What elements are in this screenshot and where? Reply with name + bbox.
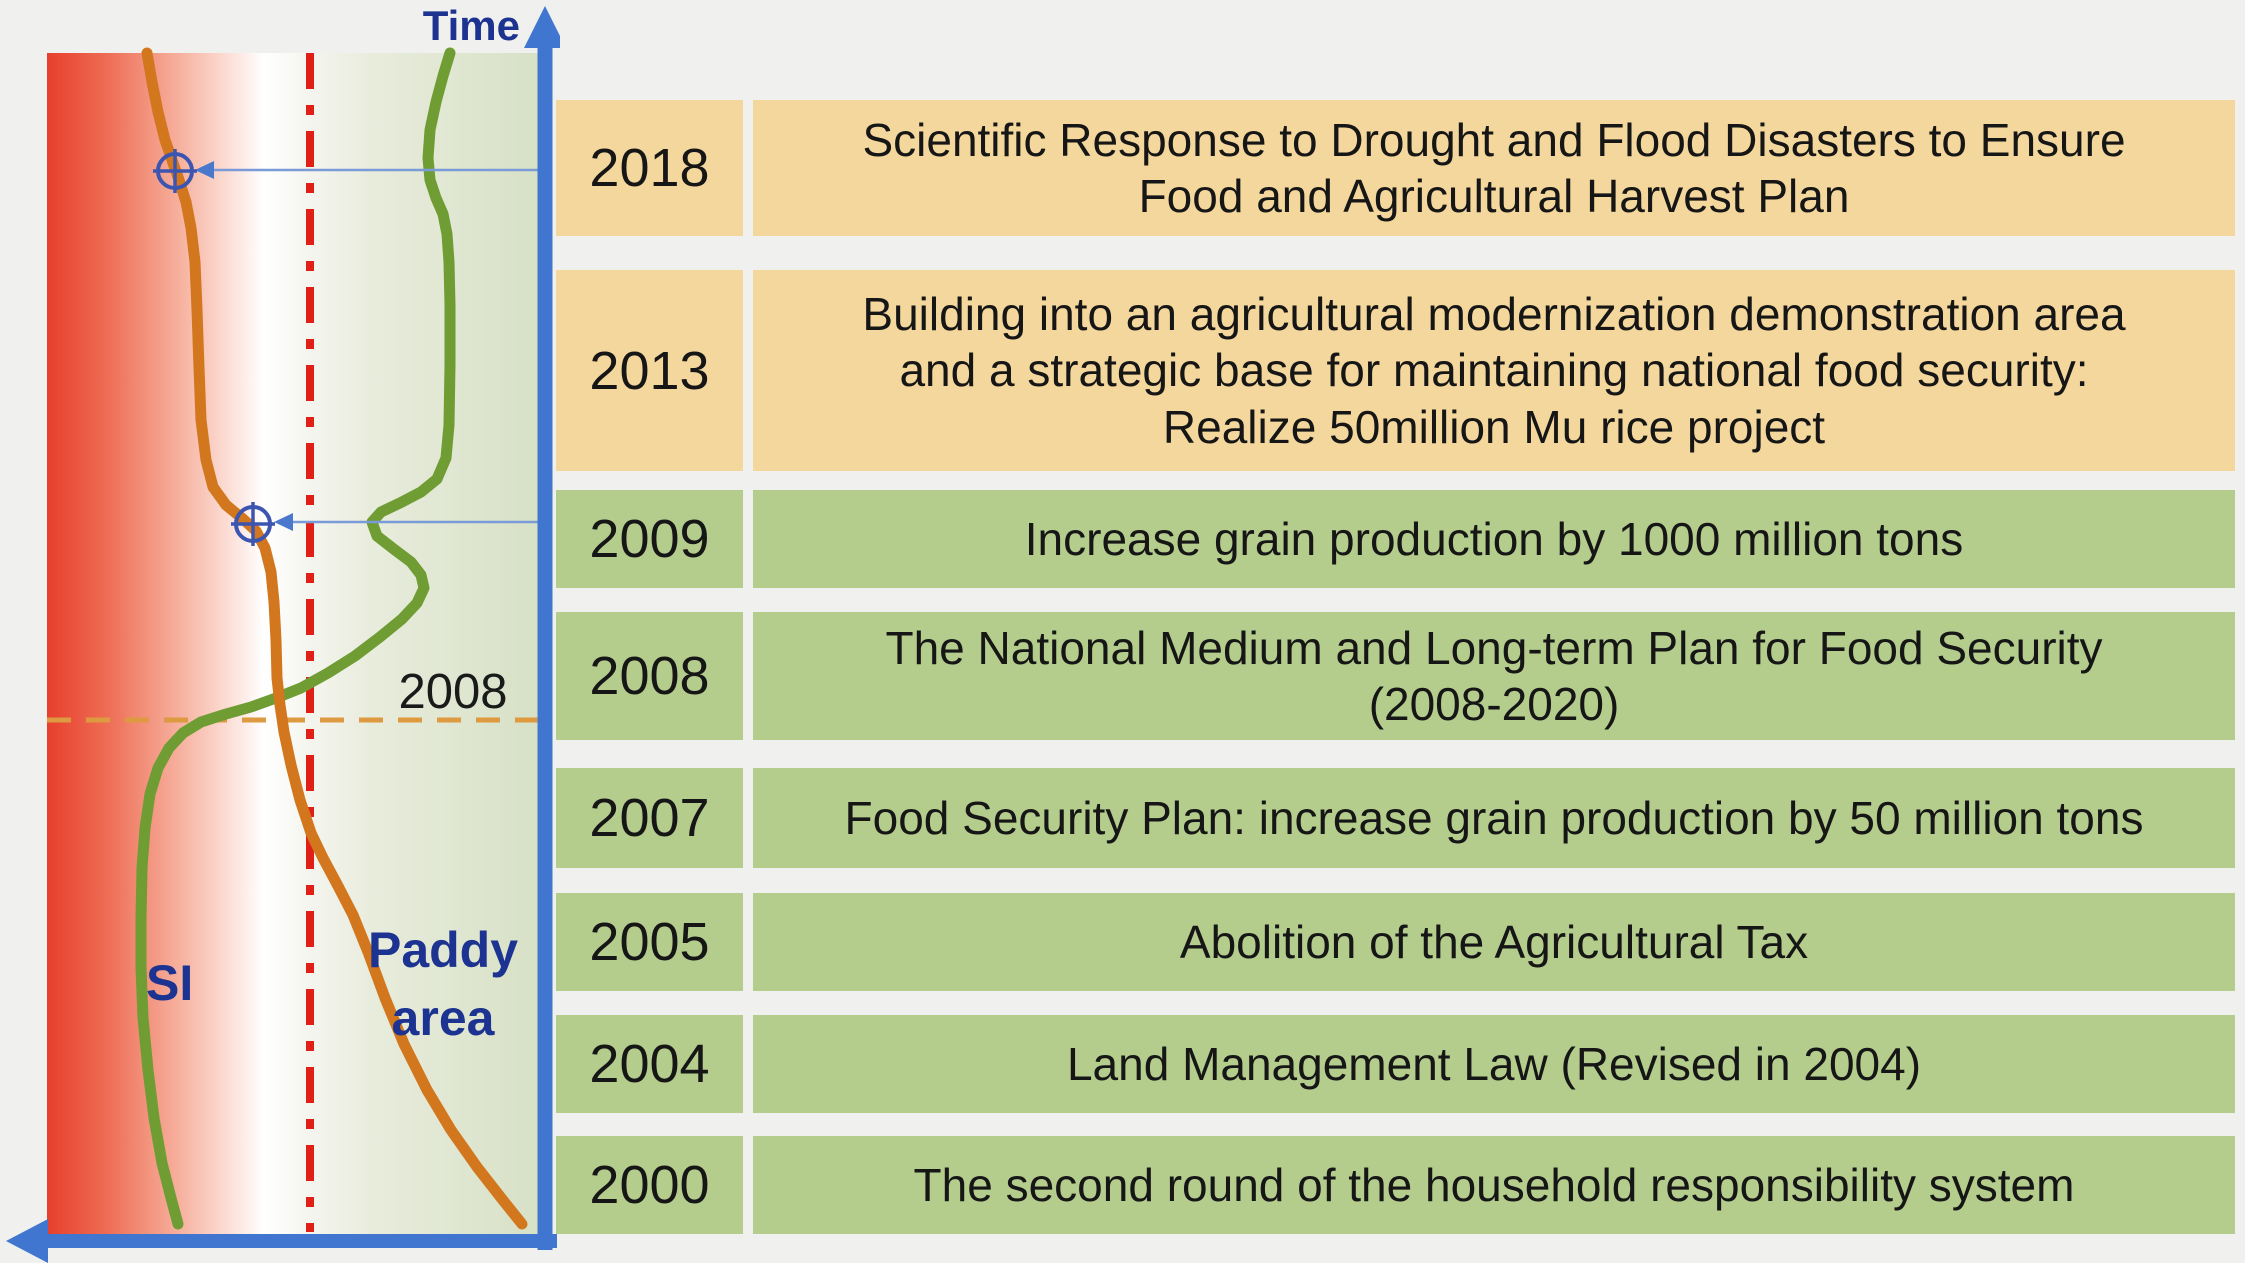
policy-description-line: Land Management Law (Revised in 2004) <box>1066 1037 1922 1090</box>
policy-description: Food Security Plan: increase grain produ… <box>753 768 2235 868</box>
column-divider <box>743 612 753 740</box>
policy-description: Building into an agricultural modernizat… <box>753 270 2235 471</box>
policy-description-line: (2008-2020) <box>1368 678 1620 730</box>
year-label: 2018 <box>556 100 743 236</box>
policy-description: The National Medium and Long-term Plan f… <box>753 612 2235 740</box>
connector-2018-arrowhead <box>195 161 214 179</box>
column-divider <box>743 1136 753 1234</box>
timeline-row-2013: 2013 Building into an agricultural modern… <box>556 270 2235 471</box>
paddy-area-curve-label: Paddy area <box>358 916 528 1052</box>
paddy-label-line2: area <box>391 990 495 1046</box>
horizontal-axis <box>6 1219 557 1263</box>
guideline-year-label: 2008 <box>398 665 508 719</box>
column-divider <box>743 893 753 991</box>
year-label: 2009 <box>556 490 743 588</box>
policy-description-line: Building into an agricultural modernizat… <box>862 288 2126 341</box>
time-axis-label: Time <box>422 2 520 49</box>
column-divider <box>743 100 753 236</box>
policy-description-line: Abolition of the Agricultural Tax <box>1179 915 1809 968</box>
chart-overlay-svg <box>6 6 560 1263</box>
timeline-row-2009: 2009 Increase grain production by 1000 mi… <box>556 490 2235 588</box>
si-curve-label: SI <box>146 955 194 1011</box>
plot-gradient-background <box>47 53 540 1234</box>
policy-description-line: Increase grain production by 1000 millio… <box>1024 512 1964 565</box>
timeline-row-2008: 2008 The National Medium and Long-term Pl… <box>556 612 2235 740</box>
year-label: 2007 <box>556 768 743 868</box>
policy-description-line: The National Medium and Long-term Plan f… <box>885 621 2103 674</box>
column-divider <box>743 1015 753 1113</box>
paddy-area-orange-curve <box>141 47 528 1230</box>
si-green-curve <box>135 47 456 1230</box>
timeline-row-2018: 2018 Scientific Response to Drought and F… <box>556 100 2235 236</box>
year-label: 2000 <box>556 1136 743 1234</box>
column-divider <box>743 270 753 471</box>
policy-description: The second round of the household respon… <box>753 1136 2235 1234</box>
year-label: 2004 <box>556 1015 743 1113</box>
connector-2009 <box>231 502 543 546</box>
timeline-row-2004: 2004 Land Management Law (Revised in 2004… <box>556 1015 2235 1113</box>
column-divider <box>743 490 753 588</box>
chart-panel: Time 2008 SI Paddy area <box>0 0 560 1263</box>
year-label: 2008 <box>556 612 743 740</box>
policy-description-line: Scientific Response to Drought and Flood… <box>862 113 2126 166</box>
policy-description: Land Management Law (Revised in 2004) <box>753 1015 2235 1113</box>
connector-2018 <box>153 149 543 193</box>
year-label: 2005 <box>556 893 743 991</box>
policy-description-line: and a strategic base for maintaining nat… <box>899 344 2089 397</box>
paddy-label-line1: Paddy <box>367 922 519 978</box>
policy-description-line: Food Security Plan: increase grain produ… <box>844 791 2144 844</box>
policy-description: Increase grain production by 1000 millio… <box>753 490 2235 588</box>
time-axis-vertical <box>524 6 560 1250</box>
year-label: 2013 <box>556 270 743 471</box>
timeline-row-2000: 2000 The second round of the household re… <box>556 1136 2235 1234</box>
policy-description: Abolition of the Agricultural Tax <box>753 893 2235 991</box>
horizontal-axis-arrowhead-icon <box>6 1219 48 1263</box>
connector-2009-arrowhead <box>274 513 293 531</box>
time-axis-arrowhead-icon <box>524 6 560 48</box>
policy-description-line: Realize 50million Mu rice project <box>1162 400 1826 453</box>
column-divider <box>743 768 753 868</box>
policy-description-line: The second round of the household respon… <box>913 1158 2075 1211</box>
timeline-row-2005: 2005 Abolition of the Agricultural Tax <box>556 893 2235 991</box>
policy-description: Scientific Response to Drought and Flood… <box>753 100 2235 236</box>
policy-description-line: Food and Agricultural Harvest Plan <box>1138 170 1850 222</box>
timeline-row-2007: 2007 Food Security Plan: increase grain p… <box>556 768 2235 868</box>
